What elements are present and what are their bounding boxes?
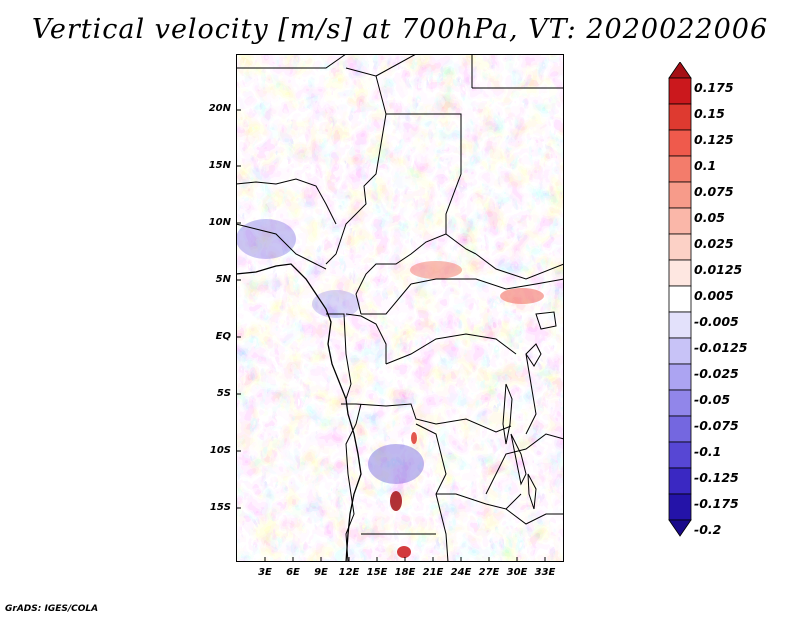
colorbar-label: 0.1 (694, 158, 717, 173)
colorbar-swatch (668, 337, 692, 365)
colorbar-swatch (668, 467, 692, 495)
credit-text: GrADS: IGES/COLA (5, 604, 99, 614)
vertical-velocity-map (236, 54, 564, 562)
colorbar-swatch (668, 311, 692, 339)
colorbar-swatch (668, 441, 692, 469)
colorbar-label: 0.125 (694, 132, 734, 147)
colorbar-top-arrow (668, 62, 692, 79)
lon-label: 9E (314, 567, 328, 578)
lon-label: 21E (422, 567, 444, 578)
colorbar-label: -0.005 (694, 314, 739, 329)
lat-label: 15S (209, 502, 231, 513)
lon-label: 27E (478, 567, 500, 578)
colorbar-label: 0.0125 (694, 262, 743, 277)
lat-label: 15N (208, 160, 231, 171)
colorbar-swatch (668, 207, 692, 235)
lon-label: 24E (450, 567, 472, 578)
colorbar-swatch (668, 415, 692, 443)
lon-label: 33E (534, 567, 556, 578)
colorbar-swatch (668, 129, 692, 157)
lat-label: 10S (209, 445, 231, 456)
country-borders (236, 54, 564, 562)
colorbar-label: -0.125 (694, 470, 739, 485)
colorbar-label: -0.2 (694, 522, 722, 537)
colorbar-swatch (668, 259, 692, 287)
strong-updraft-cells (390, 261, 544, 558)
lon-label: 15E (366, 567, 388, 578)
colorbar-label: 0.175 (694, 80, 734, 95)
lat-label: 20N (208, 103, 231, 114)
field-noise-overlay (236, 54, 564, 562)
colorbar-swatch (668, 493, 692, 521)
colorbar-label: -0.175 (694, 496, 739, 511)
colorbar-label: -0.075 (694, 418, 739, 433)
colorbar-label: -0.0125 (694, 340, 748, 355)
colorbar-swatch (668, 181, 692, 209)
colorbar-label: 0.15 (694, 106, 725, 121)
colorbar-swatch (668, 363, 692, 391)
chart-title: Vertical velocity [m/s] at 700hPa, VT: 2… (31, 14, 769, 45)
colorbar-label: -0.1 (694, 444, 722, 459)
colorbar-label: 0.005 (694, 288, 734, 303)
lakes (502, 311, 557, 510)
colorbar-label: 0.05 (694, 210, 725, 225)
lon-label: 30E (506, 567, 528, 578)
strong-downdraft-cells (236, 219, 424, 484)
lon-label: 3E (258, 567, 272, 578)
colorbar-swatch (668, 155, 692, 183)
colorbar-label: 0.075 (694, 184, 734, 199)
colorbar-label: -0.025 (694, 366, 739, 381)
lon-label: 18E (394, 567, 416, 578)
lat-label: 5S (216, 388, 231, 399)
colorbar-swatch (668, 103, 692, 131)
colorbar-swatch (668, 389, 692, 417)
lat-label: 10N (208, 217, 231, 228)
colorbar-label: -0.05 (694, 392, 731, 407)
lat-label: EQ (215, 331, 231, 342)
colorbar-swatch (668, 233, 692, 261)
lon-label: 12E (338, 567, 360, 578)
lat-label: 5N (215, 274, 231, 285)
colorbar-bottom-arrow (668, 519, 692, 537)
lon-label: 6E (286, 567, 300, 578)
colorbar-label: 0.025 (694, 236, 734, 251)
coastline (236, 263, 362, 562)
colorbar-swatch (668, 77, 692, 105)
colorbar (668, 62, 692, 537)
colorbar-swatch (668, 285, 692, 313)
